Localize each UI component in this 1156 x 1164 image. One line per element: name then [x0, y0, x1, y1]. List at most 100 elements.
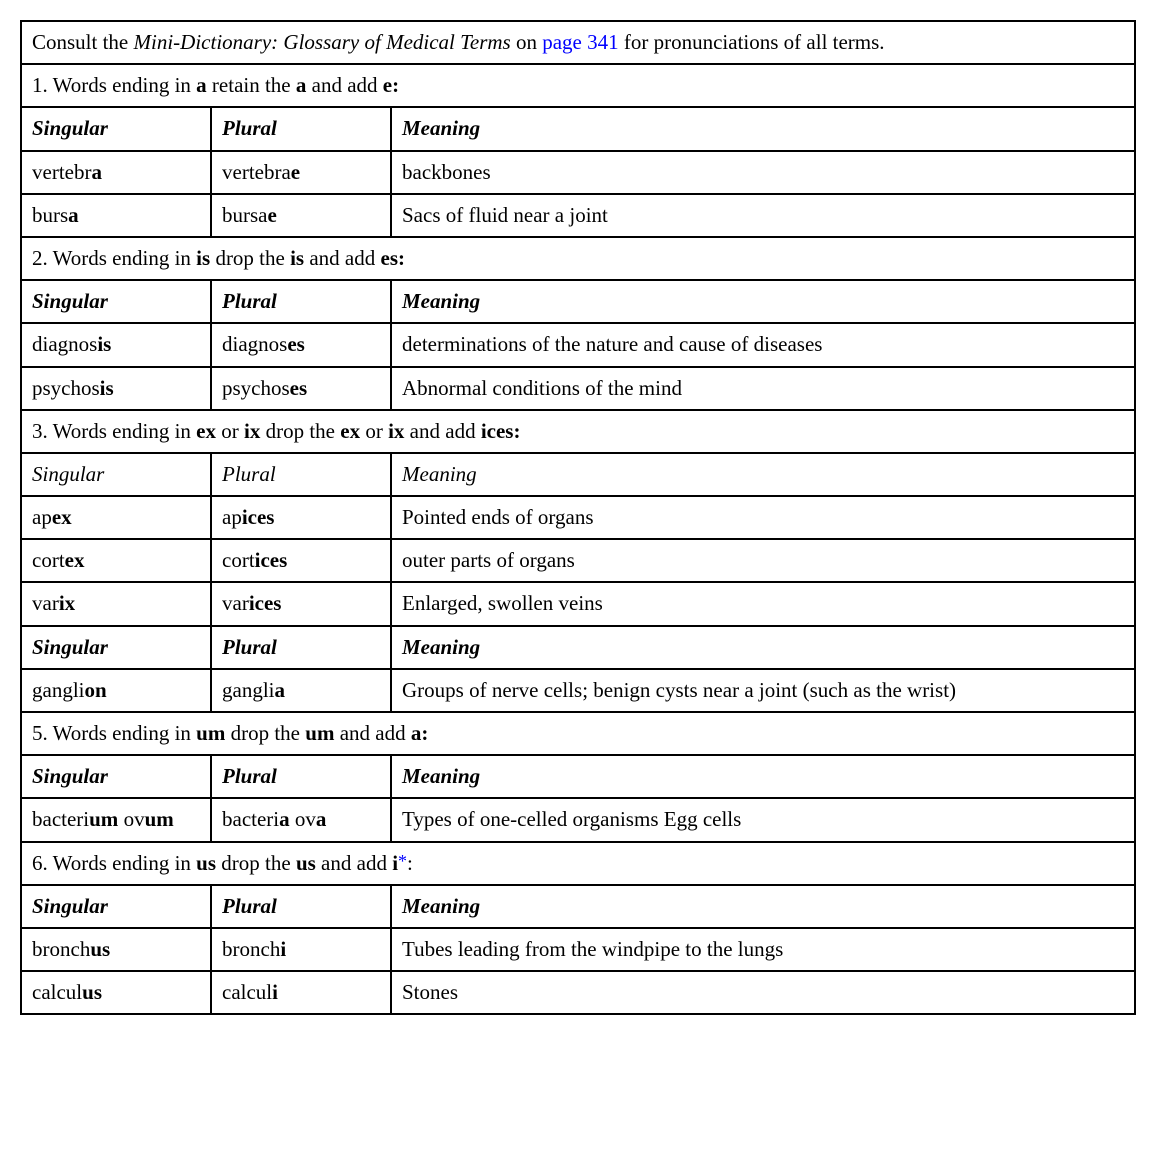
- cell-suffix: um: [145, 807, 174, 831]
- cell-suffix: a: [275, 678, 286, 702]
- rule-3: 3. Words ending in ex or ix drop the ex …: [21, 410, 1135, 453]
- top-mid: on: [516, 30, 542, 54]
- rule6-mid: drop the: [216, 851, 296, 875]
- rule2-b2: is: [290, 246, 304, 270]
- plural-cell: cortices: [211, 539, 391, 582]
- rule5-b2: um: [305, 721, 334, 745]
- col-plural: Plural: [211, 626, 391, 669]
- meaning-cell: Sacs of fluid near a joint: [391, 194, 1135, 237]
- rule6-post: :: [407, 851, 413, 875]
- singular-cell: bronchus: [21, 928, 211, 971]
- cell-suffix: is: [100, 376, 114, 400]
- rule-6: 6. Words ending in us drop the us and ad…: [21, 842, 1135, 885]
- cell-suffix: es: [287, 332, 305, 356]
- singular-cell: diagnosis: [21, 323, 211, 366]
- header-row: Singular Plural Meaning: [21, 755, 1135, 798]
- table-row: bronchus bronchi Tubes leading from the …: [21, 928, 1135, 971]
- cell-text: cort: [222, 548, 255, 572]
- table-row: calculus calculi Stones: [21, 971, 1135, 1014]
- top-pre: Consult the: [32, 30, 134, 54]
- rule-6-row: 6. Words ending in us drop the us and ad…: [21, 842, 1135, 885]
- header-row-plain: Singular Plural Meaning: [21, 453, 1135, 496]
- top-note-row: Consult the Mini-Dictionary: Glossary of…: [21, 21, 1135, 64]
- meaning-cell: backbones: [391, 151, 1135, 194]
- page-link[interactable]: page 341: [542, 30, 618, 54]
- cell-suffix: i: [272, 980, 278, 1004]
- rule-2: 2. Words ending in is drop the is and ad…: [21, 237, 1135, 280]
- col-plural: Plural: [211, 280, 391, 323]
- singular-cell: bursa: [21, 194, 211, 237]
- top-post: for pronunciations of all terms.: [619, 30, 885, 54]
- cell-suffix: ix: [59, 591, 75, 615]
- cell-text: psychos: [222, 376, 290, 400]
- col-singular: Singular: [21, 755, 211, 798]
- top-note: Consult the Mini-Dictionary: Glossary of…: [21, 21, 1135, 64]
- col-singular: Singular: [21, 107, 211, 150]
- col-plural: Plural: [211, 107, 391, 150]
- rule1-b2: a: [296, 73, 307, 97]
- rule6-pre: 6. Words ending in: [32, 851, 196, 875]
- plural-cell: bronchi: [211, 928, 391, 971]
- cell-suffix: ices: [255, 548, 288, 572]
- cell-suffix: ices: [242, 505, 275, 529]
- rule3-mid2: drop the: [260, 419, 340, 443]
- cell-text: ap: [32, 505, 52, 529]
- cell-text: psychos: [32, 376, 100, 400]
- cell-suffix: on: [85, 678, 107, 702]
- cell-suffix: ex: [65, 548, 85, 572]
- singular-cell: apex: [21, 496, 211, 539]
- plural-cell: bursae: [211, 194, 391, 237]
- cell-suffix: a: [316, 807, 327, 831]
- cell-suffix: a: [279, 807, 290, 831]
- cell-text: bacteri: [32, 807, 89, 831]
- rule2-mid: drop the: [210, 246, 290, 270]
- singular-cell: psychosis: [21, 367, 211, 410]
- col-plural: Plural: [211, 885, 391, 928]
- cell-text: ov: [290, 807, 316, 831]
- rule1-b3: e:: [383, 73, 399, 97]
- top-title: Mini-Dictionary: Glossary of Medical Ter…: [134, 30, 511, 54]
- cell-suffix: is: [97, 332, 111, 356]
- cell-text: bursa: [222, 203, 268, 227]
- rule1-mid2: and add: [306, 73, 382, 97]
- table-row: bacterium ovum bacteria ova Types of one…: [21, 798, 1135, 841]
- rule3-b1: ex: [196, 419, 216, 443]
- cell-suffix: um: [89, 807, 118, 831]
- col-meaning: Meaning: [391, 755, 1135, 798]
- rule-1: 1. Words ending in a retain the a and ad…: [21, 64, 1135, 107]
- rule1-mid: retain the: [207, 73, 296, 97]
- table-row: apex apices Pointed ends of organs: [21, 496, 1135, 539]
- cell-suffix: e: [291, 160, 300, 184]
- plural-cell: calculi: [211, 971, 391, 1014]
- col-singular: Singular: [21, 453, 211, 496]
- rule2-b1: is: [196, 246, 210, 270]
- asterisk-icon: *: [398, 851, 407, 871]
- cell-suffix: us: [82, 980, 102, 1004]
- rule2-b3: es:: [381, 246, 406, 270]
- rule-5: 5. Words ending in um drop the um and ad…: [21, 712, 1135, 755]
- meaning-cell: Tubes leading from the windpipe to the l…: [391, 928, 1135, 971]
- table-row: bursa bursae Sacs of fluid near a joint: [21, 194, 1135, 237]
- header-row: Singular Plural Meaning: [21, 280, 1135, 323]
- cell-text: vertebr: [32, 160, 91, 184]
- rule3-b5: ices:: [481, 419, 521, 443]
- rule6-mid2: and add: [316, 851, 392, 875]
- cell-suffix: ices: [249, 591, 282, 615]
- col-meaning: Meaning: [391, 885, 1135, 928]
- rule3-b2: ix: [244, 419, 260, 443]
- table-row: ganglion ganglia Groups of nerve cells; …: [21, 669, 1135, 712]
- rule6-b1: us: [196, 851, 216, 875]
- cell-text: burs: [32, 203, 68, 227]
- rule2-mid2: and add: [304, 246, 380, 270]
- col-singular: Singular: [21, 885, 211, 928]
- plural-cell: psychoses: [211, 367, 391, 410]
- plural-cell: varices: [211, 582, 391, 625]
- rule3-mid: or: [216, 419, 244, 443]
- rule5-mid: drop the: [225, 721, 305, 745]
- meaning-cell: Stones: [391, 971, 1135, 1014]
- rule-3-row: 3. Words ending in ex or ix drop the ex …: [21, 410, 1135, 453]
- rule3-b4: ix: [388, 419, 404, 443]
- plural-cell: ganglia: [211, 669, 391, 712]
- col-meaning: Meaning: [391, 107, 1135, 150]
- cell-text: ov: [118, 807, 144, 831]
